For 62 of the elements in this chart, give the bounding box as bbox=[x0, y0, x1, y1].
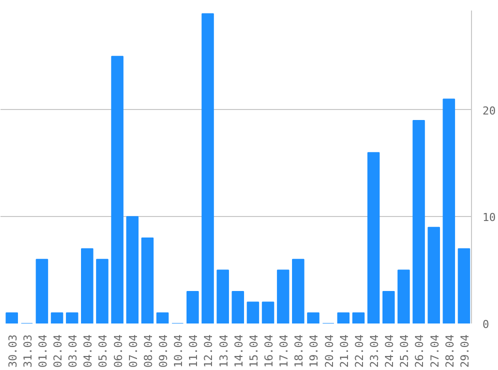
bar bbox=[36, 258, 48, 324]
bar bbox=[382, 290, 395, 324]
x-tick-label: 09.04 bbox=[157, 334, 170, 368]
bar bbox=[66, 312, 78, 324]
bar bbox=[458, 248, 470, 324]
x-tick-label: 28.04 bbox=[443, 334, 456, 368]
x-tick-label: 22.04 bbox=[352, 334, 366, 368]
x-tick-label: 16.04 bbox=[262, 334, 276, 368]
x-tick-label: 12.04 bbox=[202, 334, 216, 368]
x-tick-label: 19.04 bbox=[308, 334, 321, 368]
bar bbox=[307, 312, 320, 324]
bar bbox=[246, 302, 260, 324]
x-tick-label: 06.04 bbox=[112, 334, 125, 368]
x-tick-label: 07.04 bbox=[126, 334, 140, 368]
bar bbox=[276, 270, 290, 324]
x-tick-label: 14.04 bbox=[232, 334, 246, 368]
x-tick-label: 18.04 bbox=[292, 334, 306, 368]
bar bbox=[6, 312, 18, 324]
bar bbox=[442, 98, 456, 324]
x-tick-label: 04.04 bbox=[82, 334, 95, 368]
bar bbox=[352, 312, 365, 324]
bar bbox=[126, 216, 139, 324]
bar bbox=[50, 312, 64, 324]
bar bbox=[96, 258, 108, 324]
bar bbox=[232, 290, 244, 324]
x-tick-label: 01.04 bbox=[36, 334, 50, 368]
bar bbox=[186, 290, 199, 324]
bar bbox=[292, 258, 304, 324]
x-tick-label: 02.04 bbox=[52, 334, 65, 368]
x-tick-label: 05.04 bbox=[96, 334, 110, 368]
x-tick-label: 31.03 bbox=[21, 334, 34, 368]
x-tick-label: 11.04 bbox=[187, 334, 200, 368]
x-tick-label: 29.04 bbox=[458, 334, 472, 368]
bar bbox=[367, 152, 380, 324]
bar bbox=[141, 238, 154, 324]
x-tick-label: 26.04 bbox=[413, 334, 426, 368]
x-tick-label: 03.04 bbox=[66, 334, 80, 368]
x-tick-label: 27.04 bbox=[428, 334, 442, 368]
bar bbox=[428, 226, 440, 324]
bar bbox=[398, 270, 410, 324]
bar bbox=[412, 120, 425, 324]
x-tick-label: 23.04 bbox=[368, 334, 382, 368]
bar bbox=[202, 13, 214, 324]
x-tick-label: 13.04 bbox=[217, 334, 230, 368]
x-tick-label: 24.04 bbox=[383, 334, 396, 368]
x-tick-label: 21.04 bbox=[338, 334, 351, 368]
y-tick-label: 10 bbox=[482, 211, 496, 224]
bar bbox=[262, 302, 274, 324]
x-tick-label: 08.04 bbox=[142, 334, 155, 368]
y-tick-label: 0 bbox=[482, 318, 490, 331]
x-tick-label: 10.04 bbox=[172, 334, 186, 368]
bar bbox=[111, 56, 124, 324]
bar bbox=[337, 312, 350, 324]
bar bbox=[81, 248, 94, 324]
x-tick-label: 17.04 bbox=[278, 334, 291, 368]
bar bbox=[156, 312, 169, 324]
x-tick-label: 25.04 bbox=[398, 334, 412, 368]
x-tick-label: 20.04 bbox=[322, 334, 336, 368]
x-tick-label: 15.04 bbox=[247, 334, 260, 368]
bar bbox=[216, 270, 229, 324]
x-tick-label: 30.03 bbox=[6, 334, 20, 368]
y-tick-label: 20 bbox=[482, 104, 496, 118]
